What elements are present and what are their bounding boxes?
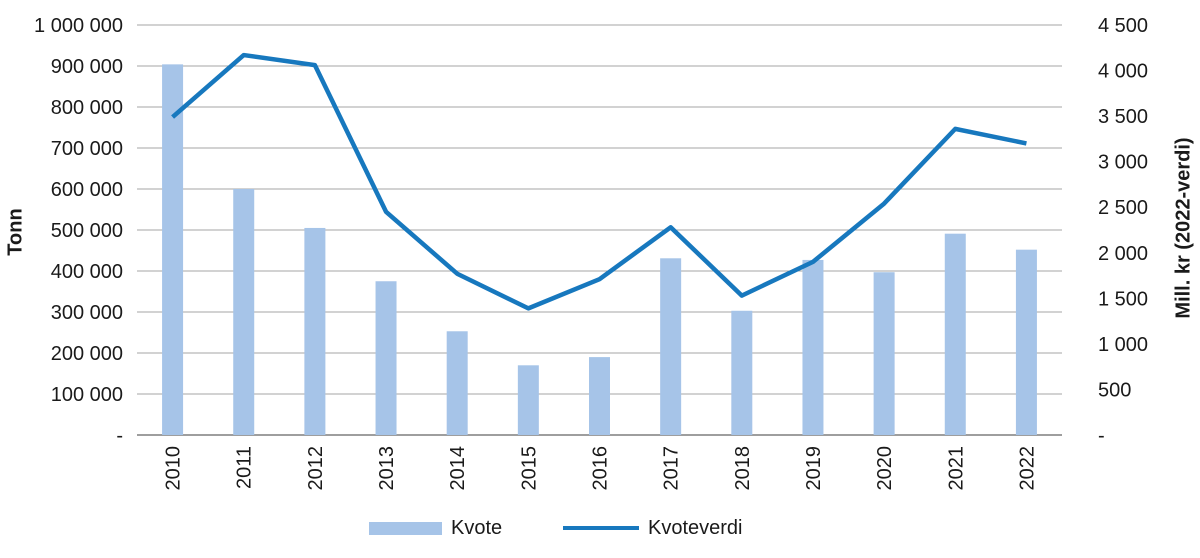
left-axis-tick-label: - [116, 425, 123, 447]
right-axis-tick-label: 3 500 [1098, 106, 1148, 128]
legend: Kvote Kvoteverdi [0, 514, 1200, 542]
right-axis-tick-label: 500 [1098, 379, 1131, 401]
legend-item-kvoteverdi: Kvoteverdi [563, 514, 743, 542]
bar-2019 [802, 259, 824, 435]
x-axis-label-2017: 2017 [661, 446, 683, 491]
x-axis-label-2015: 2015 [518, 446, 540, 491]
x-axis-label-2013: 2013 [376, 446, 398, 491]
right-axis-title: Mill. kr (2022-verdi) [1172, 137, 1195, 319]
left-axis-tick-label: 700 000 [51, 138, 123, 160]
right-axis-tick-label: 1 500 [1098, 288, 1148, 310]
left-axis-tick-label: 1 000 000 [34, 15, 123, 37]
left-axis-tick-label: 500 000 [51, 220, 123, 242]
x-axis-label-2021: 2021 [945, 446, 967, 491]
legend-label-kvoteverdi: Kvoteverdi [648, 516, 743, 539]
bar-2020 [873, 272, 895, 435]
bar-2021 [944, 233, 966, 435]
left-axis-title: Tonn [4, 208, 27, 256]
kvote-bar-swatch [369, 521, 442, 535]
x-axis-label-2011: 2011 [234, 446, 256, 489]
x-axis-label-2012: 2012 [305, 446, 327, 491]
bar-2014 [446, 331, 468, 435]
x-axis-label-2014: 2014 [447, 446, 469, 491]
x-axis-label-2019: 2019 [803, 446, 825, 491]
kvoteverdi-line-swatch [563, 526, 639, 530]
x-axis-label-2022: 2022 [1016, 446, 1038, 491]
kvoteverdi-line [171, 52, 1027, 311]
left-axis-tick-label: 300 000 [51, 302, 123, 324]
bar-2018 [731, 310, 753, 435]
bar-2010 [162, 64, 184, 436]
bar-2012 [304, 227, 326, 435]
bar-2017 [660, 258, 682, 435]
bar-2015 [517, 365, 539, 435]
right-axis-tick-label: 2 000 [1098, 243, 1148, 265]
left-axis-tick-label: 100 000 [51, 384, 123, 406]
legend-label-kvote: Kvote [451, 516, 503, 539]
right-axis-tick-label: 3 000 [1098, 152, 1148, 174]
bar-2011 [233, 189, 255, 435]
left-axis-tick-label: 400 000 [51, 261, 123, 283]
left-axis-tick-label: 200 000 [51, 343, 123, 365]
left-axis-tick-label: 800 000 [51, 97, 123, 119]
x-axis-label-2016: 2016 [590, 446, 612, 491]
x-axis-label-2020: 2020 [874, 446, 896, 491]
left-axis-tick-label: 900 000 [51, 56, 123, 78]
x-axis-label-2010: 2010 [163, 446, 185, 491]
right-axis-tick-label: - [1098, 425, 1105, 447]
x-axis-label-2018: 2018 [732, 446, 754, 491]
right-axis-tick-label: 1 000 [1098, 334, 1148, 356]
right-axis-tick-label: 4 500 [1098, 15, 1148, 37]
bar-2013 [375, 281, 397, 435]
left-axis-tick-label: 600 000 [51, 179, 123, 201]
legend-item-kvote: Kvote [369, 514, 502, 542]
right-axis-tick-label: 2 500 [1098, 197, 1148, 219]
bar-2016 [589, 357, 610, 435]
bar-2022 [1015, 249, 1037, 435]
right-axis-tick-label: 4 000 [1098, 61, 1148, 83]
